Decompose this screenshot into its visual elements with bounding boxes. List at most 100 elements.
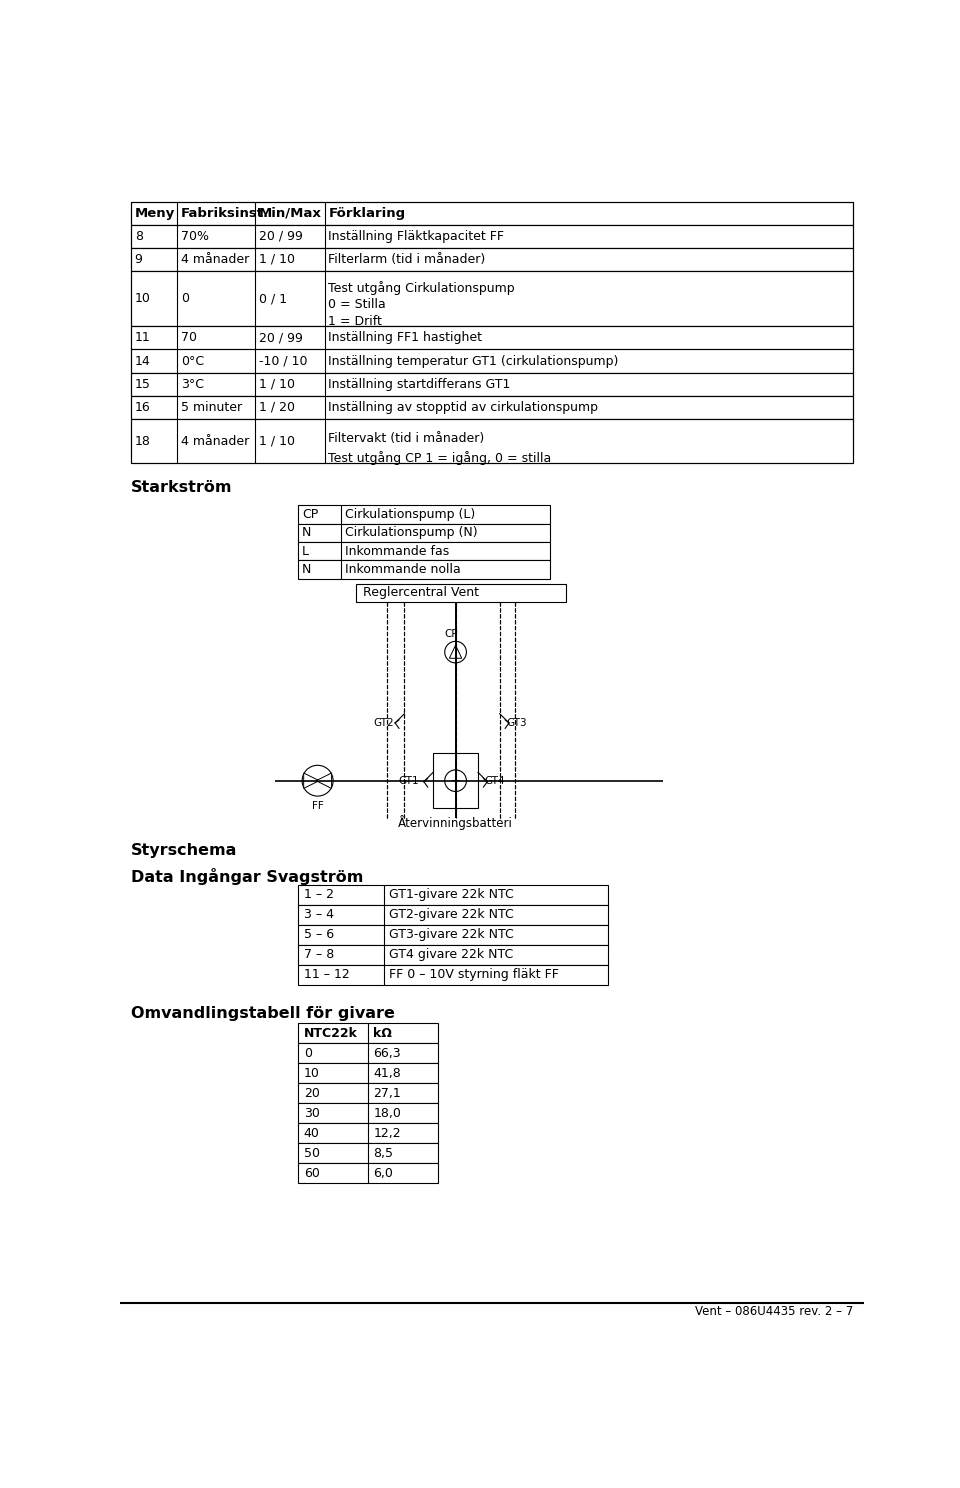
Text: N: N bbox=[302, 564, 311, 576]
Text: Test utgång CP 1 = igång, 0 = stilla: Test utgång CP 1 = igång, 0 = stilla bbox=[328, 451, 552, 464]
Text: 3°C: 3°C bbox=[181, 378, 204, 391]
Text: 30: 30 bbox=[303, 1107, 320, 1120]
Text: 60: 60 bbox=[303, 1167, 320, 1180]
Text: Starkström: Starkström bbox=[131, 481, 232, 496]
Bar bbox=[131, 396, 853, 418]
Bar bbox=[299, 504, 550, 524]
Text: 11: 11 bbox=[134, 332, 151, 344]
Text: Vent – 086U4435 rev. 2 – 7: Vent – 086U4435 rev. 2 – 7 bbox=[695, 1305, 853, 1318]
Text: 9: 9 bbox=[134, 253, 143, 266]
Text: Min/Max: Min/Max bbox=[259, 207, 322, 220]
Text: 66,3: 66,3 bbox=[373, 1046, 401, 1059]
Text: 1 – 2: 1 – 2 bbox=[303, 888, 334, 902]
Text: Omvandlingstabell för givare: Omvandlingstabell för givare bbox=[131, 1006, 395, 1021]
Text: FF 0 – 10V styrning fläkt FF: FF 0 – 10V styrning fläkt FF bbox=[389, 969, 559, 981]
Text: 7 – 8: 7 – 8 bbox=[303, 948, 334, 961]
Text: CP: CP bbox=[302, 507, 319, 521]
Circle shape bbox=[444, 641, 467, 662]
Text: 18: 18 bbox=[134, 434, 151, 448]
Bar bbox=[299, 1164, 438, 1183]
Text: Förklaring: Förklaring bbox=[328, 207, 406, 220]
Text: Filtervakt (tid i månader): Filtervakt (tid i månader) bbox=[328, 432, 485, 445]
Text: L: L bbox=[302, 545, 309, 558]
Bar bbox=[299, 542, 550, 561]
Bar bbox=[131, 418, 853, 463]
Circle shape bbox=[444, 769, 467, 792]
Text: 8,5: 8,5 bbox=[373, 1147, 394, 1159]
Bar bbox=[299, 1043, 438, 1064]
Text: CP: CP bbox=[444, 629, 458, 638]
Text: GT1: GT1 bbox=[398, 777, 419, 786]
Text: Meny: Meny bbox=[134, 207, 175, 220]
Text: 20 / 99: 20 / 99 bbox=[259, 229, 302, 243]
Text: Test utgång Cirkulationspump: Test utgång Cirkulationspump bbox=[328, 281, 516, 295]
Text: 1 = Drift: 1 = Drift bbox=[328, 315, 382, 327]
Text: 40: 40 bbox=[303, 1126, 320, 1140]
Text: 3 – 4: 3 – 4 bbox=[303, 908, 334, 921]
Text: kΩ: kΩ bbox=[373, 1027, 393, 1040]
Polygon shape bbox=[303, 772, 319, 789]
Text: 0: 0 bbox=[303, 1046, 312, 1059]
Bar bbox=[299, 524, 550, 542]
Text: 15: 15 bbox=[134, 378, 151, 391]
Bar bbox=[131, 372, 853, 396]
Text: Inkommande nolla: Inkommande nolla bbox=[345, 564, 461, 576]
Text: GT1-givare 22k NTC: GT1-givare 22k NTC bbox=[389, 888, 514, 902]
Text: 1 / 10: 1 / 10 bbox=[259, 434, 295, 448]
Text: -10 / 10: -10 / 10 bbox=[259, 354, 307, 368]
Bar bbox=[299, 1064, 438, 1083]
Text: 1 / 10: 1 / 10 bbox=[259, 378, 295, 391]
Text: 0: 0 bbox=[181, 292, 189, 305]
Text: N: N bbox=[302, 527, 311, 539]
Text: 4 månader: 4 månader bbox=[181, 253, 250, 266]
Text: 5 – 6: 5 – 6 bbox=[303, 929, 334, 942]
Text: Inkommande fas: Inkommande fas bbox=[345, 545, 449, 558]
Text: 0 = Stilla: 0 = Stilla bbox=[328, 298, 386, 311]
Text: GT2: GT2 bbox=[373, 717, 394, 728]
Bar bbox=[433, 753, 478, 808]
Text: Styrschema: Styrschema bbox=[131, 844, 237, 859]
Text: Cirkulationspump (N): Cirkulationspump (N) bbox=[345, 527, 477, 539]
Text: 4 månader: 4 månader bbox=[181, 434, 250, 448]
Text: 1 / 20: 1 / 20 bbox=[259, 400, 295, 414]
Bar bbox=[131, 350, 853, 372]
Text: 5 minuter: 5 minuter bbox=[181, 400, 242, 414]
Text: 20 / 99: 20 / 99 bbox=[259, 332, 302, 344]
Bar bbox=[299, 905, 609, 924]
Bar bbox=[131, 202, 853, 225]
Text: GT4: GT4 bbox=[484, 777, 505, 786]
Text: Filterlarm (tid i månader): Filterlarm (tid i månader) bbox=[328, 253, 486, 266]
Text: Inställning startdifferans GT1: Inställning startdifferans GT1 bbox=[328, 378, 511, 391]
Text: 8: 8 bbox=[134, 229, 143, 243]
Bar bbox=[131, 225, 853, 248]
Text: GT3-givare 22k NTC: GT3-givare 22k NTC bbox=[389, 929, 514, 942]
Text: 10: 10 bbox=[303, 1067, 320, 1080]
Text: 70%: 70% bbox=[181, 229, 209, 243]
Text: 70: 70 bbox=[181, 332, 197, 344]
Polygon shape bbox=[316, 772, 331, 789]
Text: 0 / 1: 0 / 1 bbox=[259, 292, 287, 305]
Text: 0°C: 0°C bbox=[181, 354, 204, 368]
Text: Inställning Fläktkapacitet FF: Inställning Fläktkapacitet FF bbox=[328, 229, 504, 243]
Text: Data Ingångar Svagström: Data Ingångar Svagström bbox=[131, 868, 363, 885]
Text: Återvinningsbatteri: Återvinningsbatteri bbox=[398, 814, 513, 829]
Text: 27,1: 27,1 bbox=[373, 1086, 401, 1100]
Text: GT2-givare 22k NTC: GT2-givare 22k NTC bbox=[389, 908, 514, 921]
Bar bbox=[299, 945, 609, 964]
Text: 11 – 12: 11 – 12 bbox=[303, 969, 349, 981]
Circle shape bbox=[302, 765, 333, 796]
Text: +: + bbox=[450, 774, 462, 787]
Bar bbox=[299, 964, 609, 985]
Bar bbox=[131, 271, 853, 326]
Text: 14: 14 bbox=[134, 354, 151, 368]
Text: 1 / 10: 1 / 10 bbox=[259, 253, 295, 266]
Polygon shape bbox=[449, 646, 462, 658]
Text: 20: 20 bbox=[303, 1086, 320, 1100]
Text: Cirkulationspump (L): Cirkulationspump (L) bbox=[345, 507, 475, 521]
Text: Inställning temperatur GT1 (cirkulationspump): Inställning temperatur GT1 (cirkulations… bbox=[328, 354, 619, 368]
Text: NTC22k: NTC22k bbox=[303, 1027, 357, 1040]
Text: 16: 16 bbox=[134, 400, 151, 414]
Text: Inställning FF1 hastighet: Inställning FF1 hastighet bbox=[328, 332, 483, 344]
Bar bbox=[299, 1024, 438, 1043]
Bar bbox=[299, 1103, 438, 1123]
